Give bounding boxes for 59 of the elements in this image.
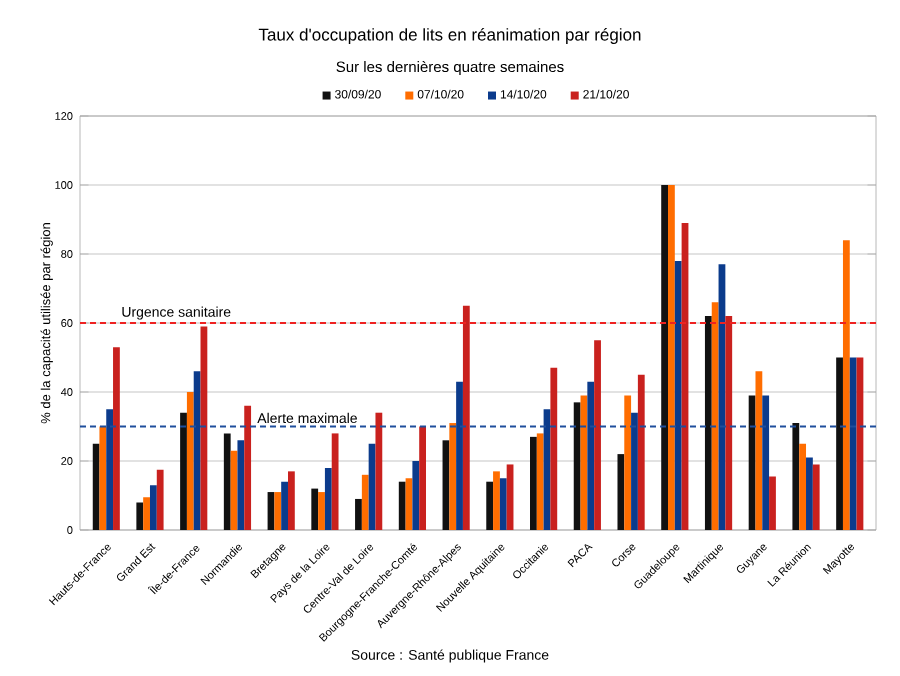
- bar: [661, 185, 669, 530]
- bar: [550, 367, 558, 530]
- bar: [462, 305, 470, 530]
- bar: [806, 457, 813, 530]
- bar: [99, 426, 107, 530]
- bar: [324, 467, 332, 530]
- bar: [331, 433, 339, 530]
- bar: [594, 340, 601, 530]
- bar: [769, 476, 776, 530]
- bar: [668, 185, 675, 530]
- bar: [573, 402, 581, 530]
- bar: [355, 498, 362, 530]
- bar: [842, 240, 850, 530]
- bar: [704, 316, 712, 530]
- bar: [287, 471, 295, 530]
- bar: [186, 392, 194, 530]
- bar: [792, 423, 800, 530]
- bar: [637, 374, 645, 530]
- bar: [812, 464, 820, 530]
- bar: [493, 471, 500, 530]
- bar: [281, 481, 288, 530]
- bar: [486, 481, 494, 530]
- bar: [631, 412, 638, 530]
- bar: [180, 412, 187, 530]
- bar: [762, 395, 770, 530]
- bar: [725, 316, 733, 530]
- bar: [318, 492, 325, 530]
- bar: [449, 423, 457, 530]
- bar: [156, 469, 164, 530]
- bar: [456, 381, 463, 530]
- bar: [398, 481, 406, 530]
- bar: [587, 381, 595, 530]
- bar: [223, 433, 231, 530]
- bar: [244, 405, 252, 530]
- bar: [193, 371, 201, 530]
- bar: [136, 502, 144, 530]
- bar: [143, 497, 150, 530]
- bar: [836, 357, 843, 530]
- bar: [674, 260, 682, 530]
- bar: [106, 409, 114, 530]
- bar: [617, 454, 625, 530]
- bar: [799, 443, 807, 530]
- bar: [499, 478, 507, 530]
- bar: [624, 395, 632, 530]
- bar: [530, 436, 537, 530]
- bar: [755, 371, 763, 530]
- bar: [375, 412, 383, 530]
- chart-title: Taux d'occupation de lits en réanimation par région: [258, 27, 641, 44]
- bar: [311, 488, 319, 530]
- bar: [274, 492, 282, 530]
- bar: [419, 426, 426, 530]
- bar: [237, 440, 245, 530]
- bar: [412, 461, 420, 530]
- bar: [849, 357, 857, 530]
- bar: [149, 485, 157, 530]
- bar: [711, 302, 719, 530]
- bar: [536, 433, 544, 530]
- bar: [361, 474, 369, 530]
- bar: [113, 347, 120, 530]
